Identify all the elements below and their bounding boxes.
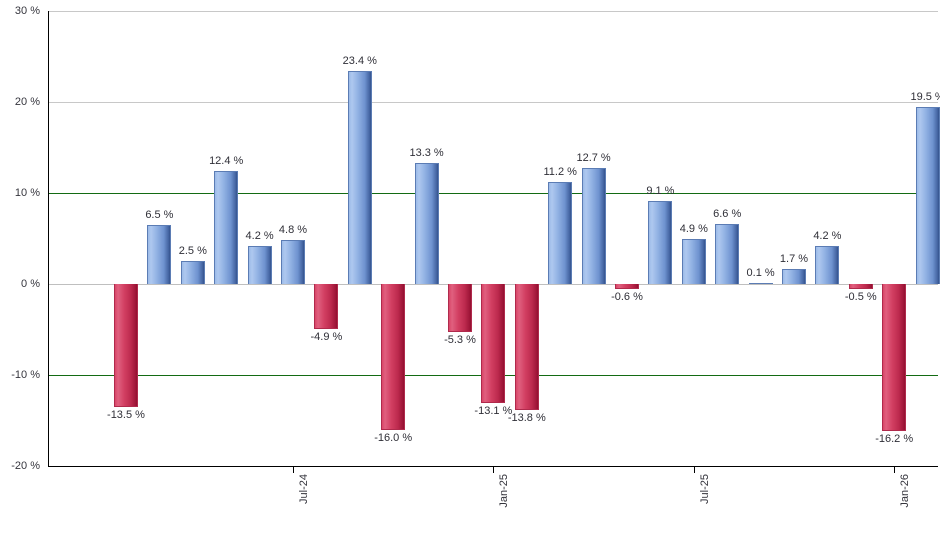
bar-value-label: 4.2 % [245, 229, 274, 242]
bar[interactable] [247, 245, 272, 284]
bar-value-label: -13.5 % [107, 408, 145, 421]
bar[interactable] [615, 284, 639, 290]
bar[interactable] [147, 224, 172, 284]
bar-value-label: 4.9 % [679, 223, 708, 236]
bar[interactable] [748, 283, 773, 285]
x-tick-label: Jan-26 [899, 474, 912, 508]
x-tick-mark [894, 466, 896, 473]
bar-value-label: 1.7 % [779, 252, 809, 265]
bar[interactable] [114, 284, 138, 407]
bar-value-label: -4.9 % [310, 330, 343, 343]
bar-value-label: 23.4 % [342, 55, 377, 68]
bar[interactable] [514, 284, 539, 410]
bar-value-label: -13.8 % [507, 411, 546, 424]
bar[interactable] [414, 162, 439, 284]
bar-value-label: 13.3 % [409, 146, 444, 159]
bar[interactable] [448, 284, 472, 333]
gridline-30 [48, 11, 938, 12]
bar[interactable] [281, 240, 305, 284]
bar[interactable] [381, 284, 406, 430]
bar[interactable] [782, 268, 806, 284]
bar[interactable] [882, 284, 907, 432]
bar[interactable] [214, 171, 239, 284]
bar-value-label: -16.2 % [875, 433, 914, 446]
bar-value-label: 12.4 % [209, 155, 244, 168]
bar[interactable] [548, 182, 573, 284]
bar-value-label: 0.1 % [746, 267, 775, 280]
bar-value-label: -5.3 % [444, 334, 476, 347]
bar-value-label: -0.5 % [844, 290, 877, 303]
x-tick-mark [693, 466, 695, 473]
bar-value-label: -16.0 % [374, 431, 413, 444]
x-tick-mark [493, 466, 495, 473]
bar[interactable] [481, 284, 506, 404]
bar[interactable] [180, 261, 205, 284]
y-axis-line [48, 11, 49, 466]
bar-value-label: -0.6 % [611, 291, 643, 304]
y-tick-label: -20 % [11, 460, 40, 472]
x-tick-label: Jul-25 [698, 474, 711, 504]
bar[interactable] [314, 284, 339, 329]
x-axis-line [48, 466, 938, 467]
y-tick-label: 30 % [14, 5, 40, 17]
bar-value-label: 12.7 % [576, 152, 611, 165]
bar[interactable] [848, 284, 873, 289]
x-tick-mark [293, 466, 294, 473]
bar-value-label: -13.1 % [474, 405, 513, 418]
bar-value-label: 19.5 % [910, 90, 940, 103]
bar-value-label: 2.5 % [178, 245, 207, 258]
y-tick-label: -10 % [11, 369, 40, 381]
bar-value-label: 9.1 % [646, 185, 675, 198]
bar-value-label: 6.5 % [145, 208, 174, 221]
bar[interactable] [815, 245, 840, 284]
bar[interactable] [681, 239, 706, 284]
y-tick-label: 20 % [14, 96, 40, 108]
bar[interactable] [648, 201, 673, 284]
y-tick-label: 0 % [21, 278, 40, 290]
bar[interactable] [581, 168, 606, 284]
bar-value-label: 6.6 % [713, 207, 742, 220]
x-tick-label: Jul-24 [298, 474, 310, 504]
x-tick-label: Jan-25 [498, 474, 511, 508]
bar[interactable] [347, 71, 372, 284]
gridline-10 [48, 193, 938, 194]
gridline-20 [48, 102, 938, 103]
bar-value-label: 4.2 % [813, 229, 842, 242]
plot-area: -13.5 % 6.5 % 2.5 % 12.4 % 4.2 % 4.8 % -4.9 % 2… [48, 11, 940, 466]
bar-value-label: 11.2 % [543, 166, 577, 179]
bar-value-label: 4.8 % [278, 224, 308, 237]
y-tick-label: 10 % [14, 187, 40, 199]
bar[interactable] [915, 106, 940, 284]
bar[interactable] [715, 223, 740, 284]
